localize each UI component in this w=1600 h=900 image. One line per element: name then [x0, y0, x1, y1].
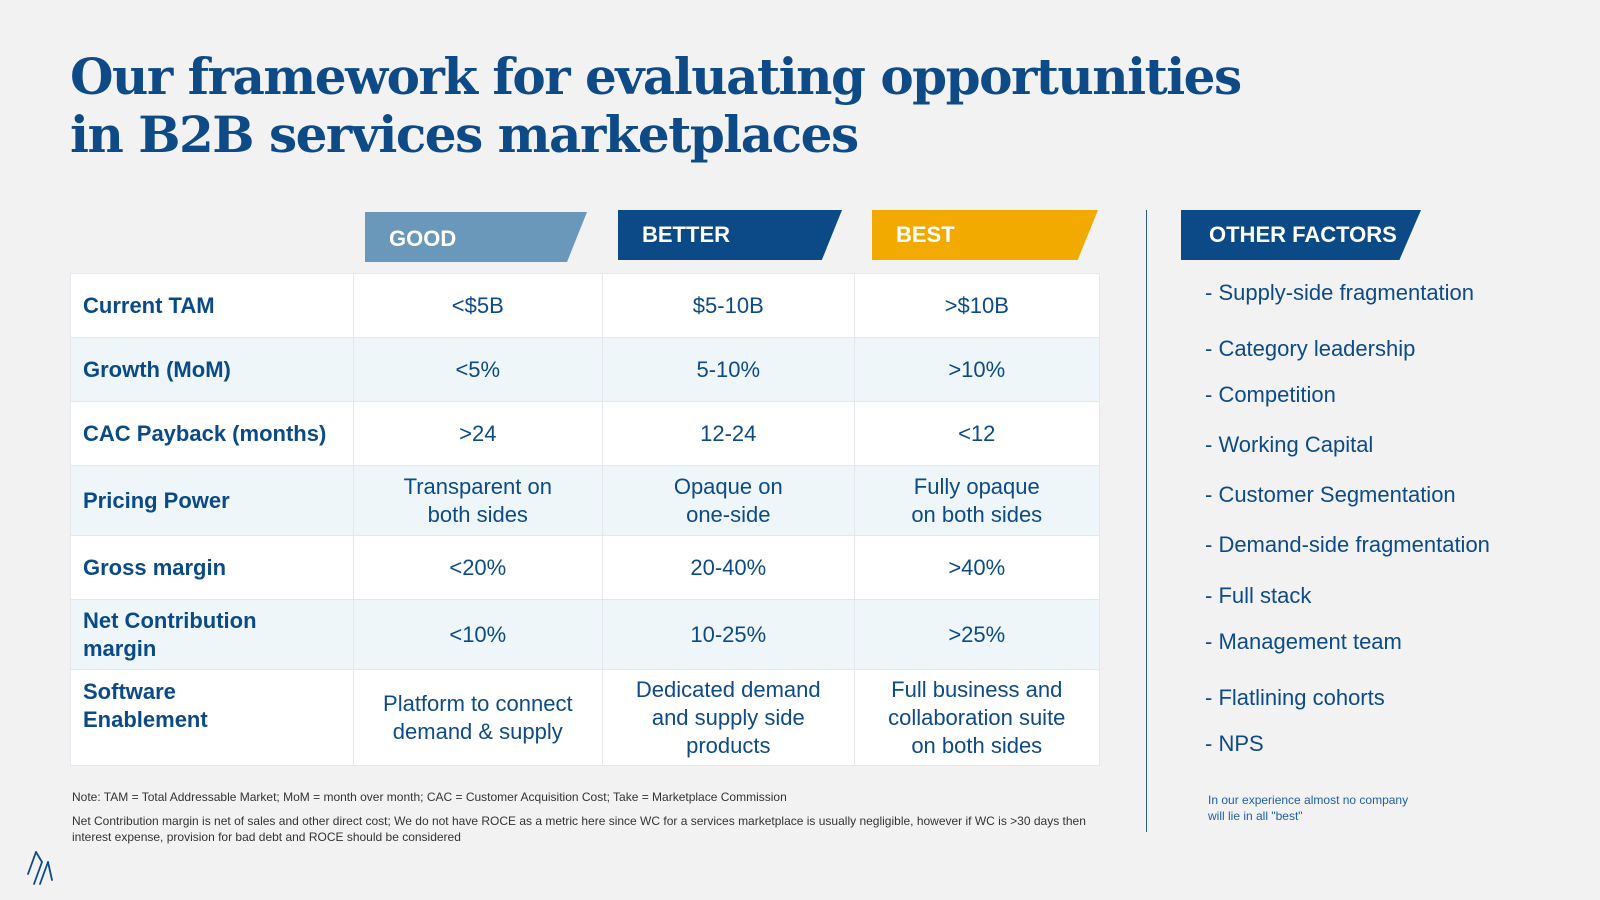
best-header-label: BEST — [896, 222, 955, 247]
table-row: Gross margin <20% 20-40% >40% — [70, 535, 1101, 600]
table-row: Current TAM <$5B $5-10B >$10B — [70, 273, 1101, 338]
cell-line: Platform to connect — [383, 690, 573, 716]
best-cell: >40% — [853, 535, 1101, 600]
better-header-label: BETTER — [642, 222, 730, 247]
row-label: Current TAM — [70, 273, 354, 338]
label-line: Enablement — [83, 707, 208, 732]
other-factors-title: OTHER FACTORS — [1209, 222, 1397, 247]
list-item: - Full stack — [1205, 583, 1312, 608]
cell-line: and supply side — [651, 704, 805, 730]
table-row: Growth (MoM) <5% 5-10% >10% — [70, 337, 1101, 402]
good-cell: >24 — [352, 401, 604, 466]
list-item: - Working Capital — [1205, 432, 1374, 457]
page-title: Our framework for evaluating opportuniti… — [70, 47, 1242, 164]
list-item: - Category leadership — [1205, 336, 1416, 361]
better-cell: Dedicated demand and supply side product… — [602, 669, 855, 766]
table-row: Software Enablement Platform to connect … — [70, 669, 1101, 766]
footnote-methodology: Net Contribution margin is net of sales … — [72, 814, 1086, 844]
cell-line: on both sides — [911, 501, 1043, 527]
best-cell: >$10B — [853, 273, 1101, 338]
best-cell: >10% — [853, 337, 1101, 402]
good-cell: <5% — [352, 337, 604, 402]
better-cell: 12-24 — [602, 401, 855, 466]
vertical-divider — [1146, 210, 1147, 832]
cell-line: products — [686, 732, 771, 758]
better-cell: $5-10B — [602, 273, 855, 338]
cell-line: on both sides — [911, 732, 1043, 758]
list-item: - Competition — [1205, 382, 1336, 407]
cell-line: Opaque on — [673, 473, 783, 499]
label-line: Software — [83, 679, 176, 704]
better-cell: 10-25% — [602, 599, 855, 670]
list-item: - NPS — [1205, 731, 1264, 756]
good-cell: <$5B — [352, 273, 604, 338]
good-cell: <20% — [352, 535, 604, 600]
cell-line: Full business and — [891, 676, 1063, 702]
row-label: CAC Payback (months) — [70, 401, 354, 466]
good-header-tag: GOOD — [365, 212, 587, 262]
row-label: Net Contribution margin — [70, 599, 354, 670]
best-header-tag: BEST — [872, 210, 1098, 260]
row-label: Pricing Power — [70, 465, 354, 536]
best-cell: >25% — [853, 599, 1101, 670]
brand-logo-icon — [27, 851, 53, 885]
list-item: - Management team — [1205, 629, 1402, 654]
table-row: Net Contribution margin <10% 10-25% >25% — [70, 599, 1101, 670]
row-label: Gross margin — [70, 535, 354, 600]
good-cell: <10% — [352, 599, 604, 670]
better-cell: 20-40% — [602, 535, 855, 600]
footnote-abbreviations: Note: TAM = Total Addressable Market; Mo… — [72, 790, 787, 804]
row-label: Growth (MoM) — [70, 337, 354, 402]
list-item: - Flatlining cohorts — [1205, 685, 1385, 710]
good-header-label: GOOD — [389, 226, 457, 251]
cell-line: demand & supply — [392, 718, 563, 744]
label-line: margin — [83, 635, 157, 661]
remark-line: In our experience almost no company — [1208, 793, 1409, 807]
better-header-tag: BETTER — [618, 210, 842, 260]
best-cell: <12 — [853, 401, 1101, 466]
good-cell: Platform to connect demand & supply — [352, 669, 604, 766]
list-item: - Customer Segmentation — [1205, 482, 1456, 507]
best-cell: Fully opaque on both sides — [853, 465, 1101, 536]
title-line-2: in B2B services marketplaces — [70, 105, 859, 164]
list-item: - Supply-side fragmentation — [1205, 280, 1475, 305]
better-cell: Opaque on one-side — [602, 465, 855, 536]
remark-line: will lie in all "best" — [1208, 809, 1303, 823]
better-cell: 5-10% — [602, 337, 855, 402]
cell-line: one-side — [686, 501, 771, 527]
cell-line: Fully opaque — [913, 473, 1040, 499]
table-row: Pricing Power Transparent on both sides … — [70, 465, 1101, 536]
table-row: CAC Payback (months) >24 12-24 <12 — [70, 401, 1101, 466]
label-line: Net Contribution — [83, 607, 257, 633]
best-remark: In our experience almost no company will… — [1208, 792, 1438, 824]
framework-table: Current TAM <$5B $5-10B >$10B Growth (Mo… — [70, 273, 1101, 766]
list-item: - Demand-side fragmentation — [1205, 532, 1490, 557]
row-label: Software Enablement — [70, 669, 354, 766]
title-line-1: Our framework for evaluating opportuniti… — [70, 47, 1242, 106]
best-cell: Full business and collaboration suite on… — [853, 669, 1101, 766]
other-factors-tag: OTHER FACTORS — [1181, 210, 1421, 260]
cell-line: both sides — [427, 501, 528, 527]
cell-line: Dedicated demand — [635, 676, 821, 702]
cell-line: collaboration suite — [888, 704, 1066, 730]
cell-line: Transparent on — [403, 473, 552, 499]
good-cell: Transparent on both sides — [352, 465, 604, 536]
